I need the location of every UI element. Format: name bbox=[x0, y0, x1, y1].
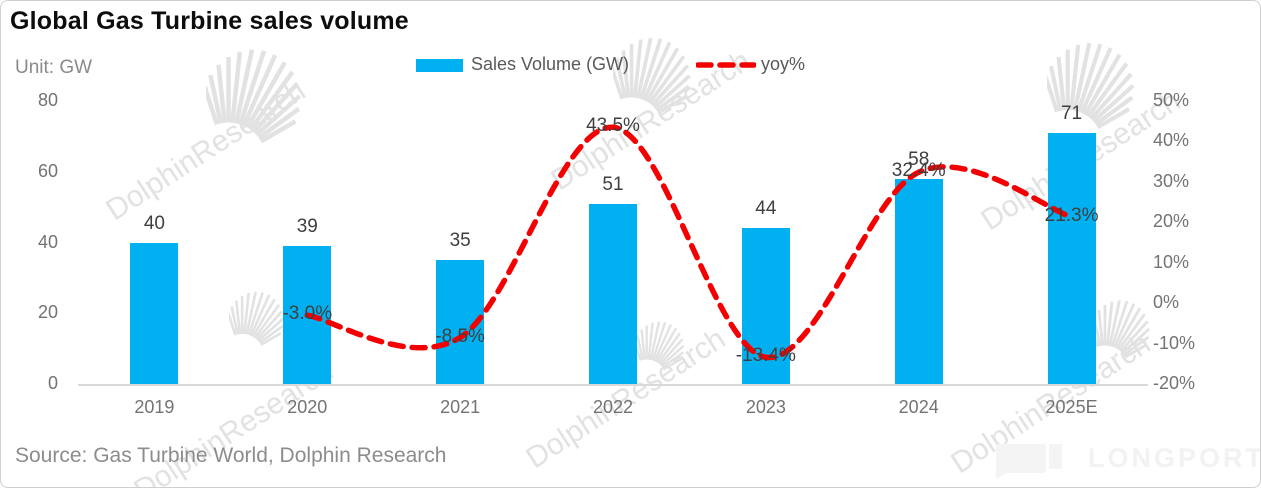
legend-item-sales-volume: Sales Volume (GW) bbox=[471, 54, 630, 74]
bar-value-label: 44 bbox=[755, 198, 777, 220]
x-axis-tick-label: 2022 bbox=[592, 397, 634, 417]
bar-value-label: 39 bbox=[296, 216, 318, 238]
y-axis-right-tick-label: 20% bbox=[1153, 211, 1190, 232]
y-axis-left-tick-label: 80 bbox=[37, 90, 58, 110]
dolphin-research-logo-icon bbox=[227, 287, 287, 357]
yoy-value-label: -8.5% bbox=[435, 325, 485, 347]
longport-logo-tail-icon bbox=[996, 471, 1010, 479]
sales-volume-bar bbox=[436, 260, 485, 384]
unit-label: Unit: GW bbox=[15, 57, 93, 78]
y-axis-right-tick-label: 50% bbox=[1153, 90, 1190, 110]
longport-logo-bar-icon bbox=[1049, 444, 1062, 469]
x-axis-tick-label: 2020 bbox=[287, 397, 328, 417]
x-axis-tick-label: 2025E bbox=[1045, 397, 1098, 417]
yoy-value-label: -13.4% bbox=[735, 345, 796, 367]
y-axis-right-tick-label: -20% bbox=[1153, 373, 1196, 393]
sales-volume-bar bbox=[130, 242, 179, 384]
yoy-value-label: 21.3% bbox=[1044, 205, 1099, 227]
sales-volume-bar bbox=[894, 178, 943, 384]
bar-value-label: 71 bbox=[1060, 102, 1083, 124]
yoy-value-label: -3.0% bbox=[282, 303, 333, 325]
sales-volume-bar bbox=[589, 203, 637, 384]
dolphin-research-logo-icon bbox=[610, 31, 695, 128]
bar-value-label: 35 bbox=[449, 230, 471, 252]
y-axis-left-tick-label: 40 bbox=[37, 231, 58, 252]
longport-wordmark: LONGPORT bbox=[1088, 443, 1261, 473]
y-axis-left-tick-label: 60 bbox=[37, 160, 58, 181]
yoy-value-label: 43.5% bbox=[586, 115, 640, 137]
y-axis-right-tick-label: 0% bbox=[1153, 292, 1180, 313]
x-axis-tick-label: 2021 bbox=[440, 397, 481, 417]
source-label: Source: Gas Turbine World, Dolphin Resea… bbox=[15, 444, 447, 467]
yoy-value-label: 32.4% bbox=[891, 160, 946, 182]
x-axis-tick-label: 2023 bbox=[745, 397, 786, 417]
legend-bar-swatch-icon bbox=[416, 59, 463, 72]
y-axis-right-tick-label: 30% bbox=[1153, 170, 1190, 191]
y-axis-left-tick-label: 20 bbox=[37, 302, 58, 323]
x-axis-line bbox=[78, 384, 1148, 386]
dolphin-research-logo-icon bbox=[1043, 35, 1139, 144]
legend-item-yoy: yoy% bbox=[761, 54, 806, 74]
dolphin-research-logo-icon bbox=[1088, 295, 1153, 370]
sales-volume-bar bbox=[1047, 132, 1096, 384]
dolphin-research-logo-icon bbox=[202, 41, 306, 159]
bar-value-label: 40 bbox=[143, 212, 165, 234]
y-axis-right-tick-label: 10% bbox=[1153, 251, 1190, 272]
x-axis-tick-label: 2019 bbox=[134, 397, 175, 417]
y-axis-left-tick-label: 0 bbox=[47, 373, 58, 393]
y-axis-right-tick-label: -10% bbox=[1153, 332, 1196, 353]
bar-value-label: 51 bbox=[602, 173, 624, 195]
y-axis-right-tick-label: 40% bbox=[1153, 130, 1190, 151]
longport-logo-icon bbox=[996, 444, 1046, 473]
x-axis-tick-label: 2024 bbox=[898, 397, 939, 417]
page-title: Global Gas Turbine sales volume bbox=[10, 7, 409, 35]
legend-dashed-line-icon bbox=[696, 62, 756, 68]
